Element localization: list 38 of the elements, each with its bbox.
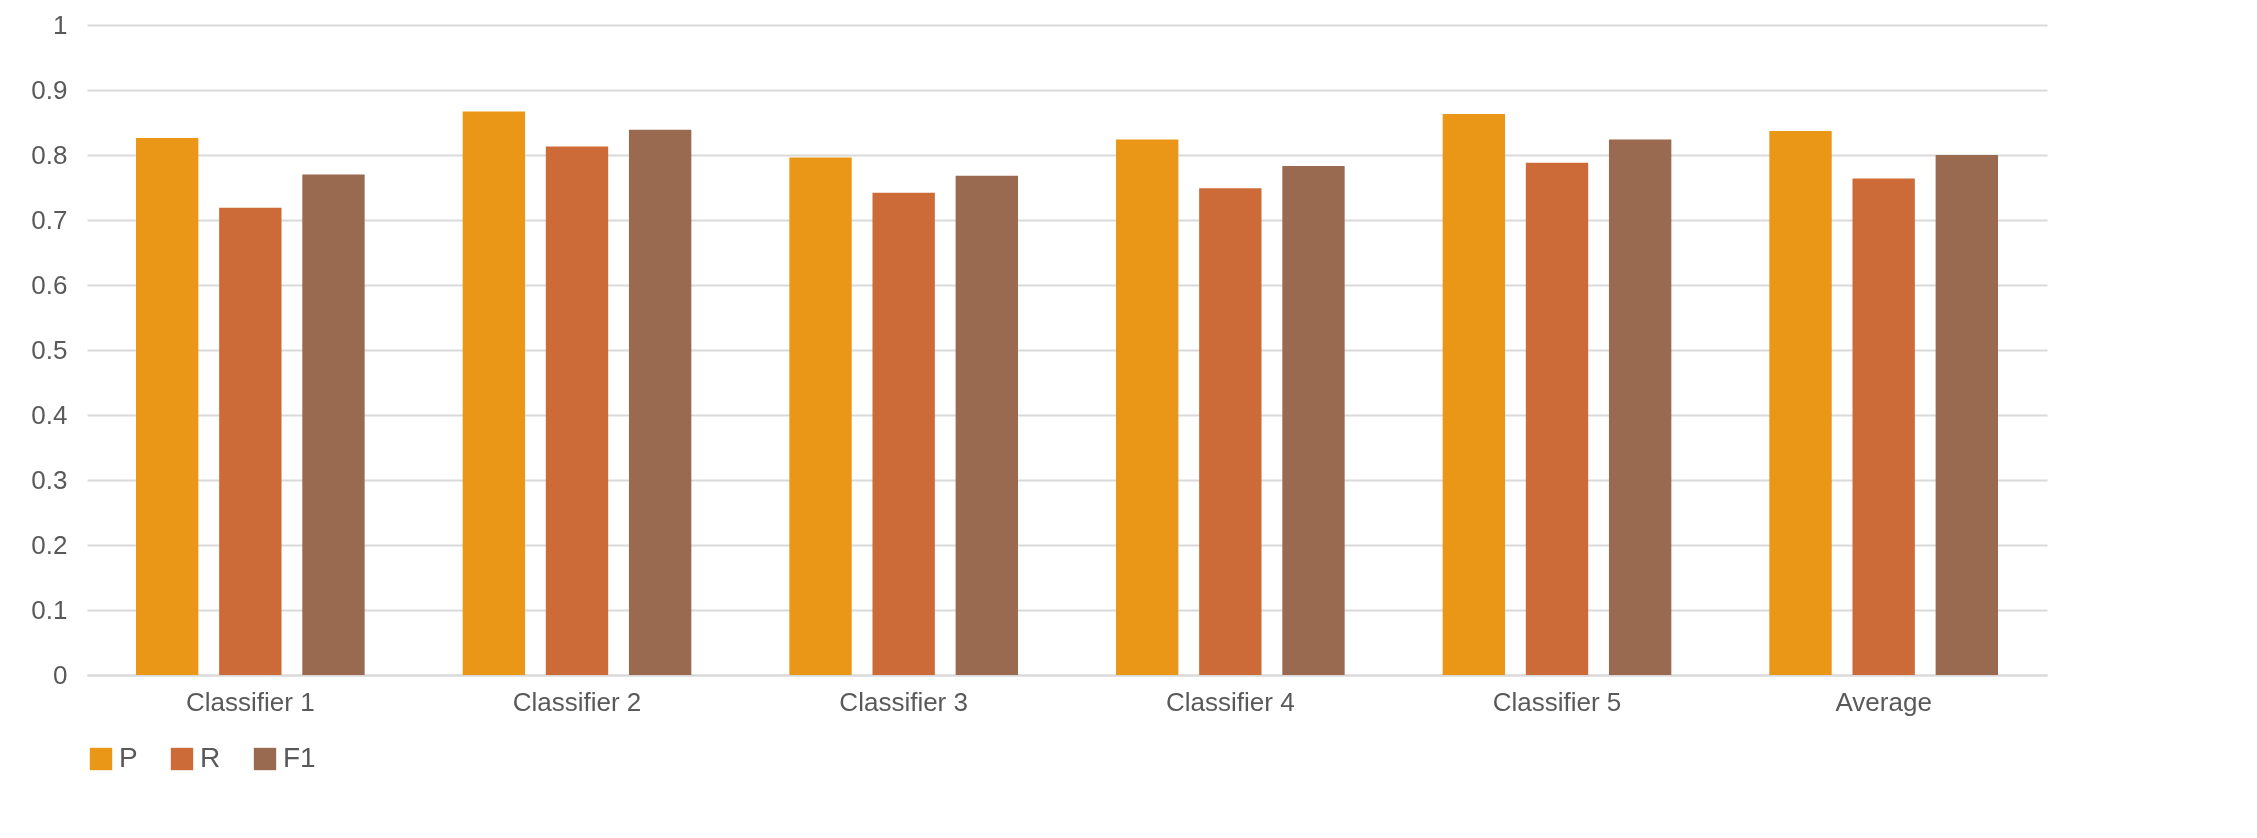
x-tick-label: Average (1835, 686, 1932, 717)
bar (1852, 178, 1915, 675)
x-tick-label: Classifier 3 (839, 686, 968, 717)
bar (1282, 166, 1345, 675)
x-tick-label: Classifier 5 (1492, 686, 1622, 717)
x-tick-label: Classifier 2 (512, 686, 642, 717)
bar (955, 175, 1018, 675)
bar (219, 207, 282, 675)
bar (872, 192, 935, 675)
bar (1116, 139, 1179, 675)
bar (789, 157, 852, 675)
bar (1199, 188, 1262, 675)
bar (1935, 155, 1998, 675)
legend-label: P (119, 742, 138, 773)
y-tick-label: 0.2 (31, 529, 68, 560)
legend-label: F1 (283, 742, 316, 773)
y-tick-label: 0.8 (31, 139, 68, 170)
y-tick-label: 1 (53, 9, 68, 40)
bar (1769, 130, 1832, 675)
bar (1608, 139, 1672, 675)
y-tick-label: 0.3 (31, 464, 68, 495)
bar (628, 129, 692, 675)
x-tick-label: Classifier 1 (186, 686, 315, 717)
legend-label: R (200, 742, 221, 773)
x-tick-label: Classifier 4 (1166, 686, 1295, 717)
bar (545, 146, 609, 675)
y-tick-label: 0.4 (31, 399, 68, 430)
y-tick-label: 0 (53, 659, 68, 690)
bar (1442, 114, 1506, 675)
y-tick-label: 0.9 (31, 74, 68, 105)
y-tick-label: 0.6 (31, 269, 68, 300)
y-tick-label: 0.1 (31, 594, 68, 625)
y-tick-label: 0.7 (31, 204, 68, 235)
bar (1525, 162, 1589, 675)
bar (462, 111, 526, 675)
bar (302, 174, 365, 675)
y-tick-label: 0.5 (31, 334, 68, 365)
bar (136, 138, 199, 675)
